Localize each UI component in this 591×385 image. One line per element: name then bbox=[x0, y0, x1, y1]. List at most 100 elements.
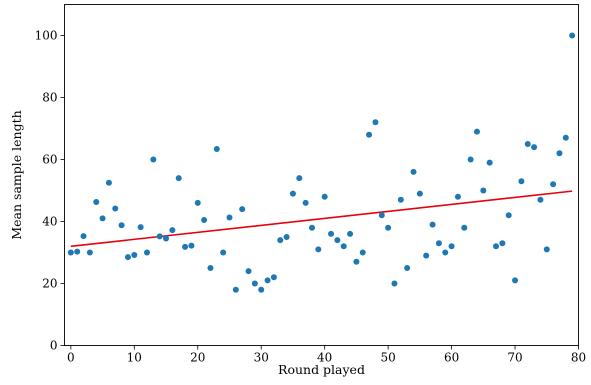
data-point bbox=[258, 286, 265, 293]
data-point bbox=[220, 249, 227, 256]
data-point bbox=[321, 193, 328, 200]
data-point bbox=[277, 237, 284, 244]
trend-line-layer bbox=[70, 190, 573, 248]
x-axis-label: Round played bbox=[278, 362, 365, 377]
data-point bbox=[416, 190, 423, 197]
data-point bbox=[80, 233, 87, 240]
data-point bbox=[201, 216, 208, 223]
data-point bbox=[493, 243, 500, 250]
data-point bbox=[378, 212, 385, 219]
data-point bbox=[137, 224, 144, 231]
data-point bbox=[334, 237, 341, 244]
data-point bbox=[213, 145, 220, 152]
data-point bbox=[461, 224, 468, 231]
data-point bbox=[289, 190, 296, 197]
data-point bbox=[169, 227, 176, 234]
data-point bbox=[251, 280, 258, 287]
data-point bbox=[131, 251, 138, 258]
x-tick-label: 0 bbox=[67, 351, 75, 365]
data-point bbox=[328, 230, 335, 237]
data-point bbox=[562, 134, 569, 141]
y-tick-label: 80 bbox=[42, 91, 57, 105]
data-point bbox=[543, 246, 550, 253]
data-point bbox=[537, 196, 544, 203]
data-point bbox=[366, 131, 373, 138]
data-point bbox=[512, 277, 519, 284]
data-point bbox=[67, 249, 74, 256]
data-point bbox=[182, 243, 189, 250]
data-point bbox=[372, 119, 379, 126]
x-tick-label: 70 bbox=[507, 351, 522, 365]
data-point bbox=[156, 233, 163, 240]
data-point bbox=[93, 198, 100, 205]
y-tick-label: 40 bbox=[42, 215, 57, 229]
data-point bbox=[353, 258, 360, 265]
data-point bbox=[404, 265, 411, 271]
data-point bbox=[245, 268, 252, 275]
data-point bbox=[302, 199, 309, 206]
data-point bbox=[347, 230, 354, 237]
data-point bbox=[435, 240, 442, 247]
y-axis: 0 20 40 60 80 100 bbox=[35, 29, 65, 353]
data-point bbox=[448, 243, 455, 250]
data-point bbox=[118, 222, 125, 229]
data-point bbox=[175, 175, 182, 182]
x-tick-label: 10 bbox=[127, 351, 142, 365]
y-tick-label: 100 bbox=[35, 29, 58, 43]
data-point bbox=[112, 205, 119, 212]
data-point bbox=[99, 215, 106, 222]
data-point bbox=[264, 277, 271, 284]
data-point bbox=[150, 156, 157, 163]
plot-area bbox=[64, 4, 579, 346]
data-point bbox=[423, 252, 430, 259]
data-point bbox=[499, 240, 506, 247]
data-point bbox=[359, 249, 366, 256]
data-point bbox=[531, 144, 538, 151]
data-point bbox=[442, 249, 449, 256]
data-point bbox=[397, 196, 404, 203]
y-axis-label: Mean sample length bbox=[9, 110, 24, 239]
data-point bbox=[518, 178, 525, 185]
data-point bbox=[194, 199, 201, 206]
data-point bbox=[86, 249, 93, 256]
data-point bbox=[124, 254, 131, 261]
data-point bbox=[226, 214, 233, 221]
data-point bbox=[232, 286, 239, 293]
data-point bbox=[283, 234, 290, 240]
y-tick-label: 60 bbox=[42, 153, 57, 167]
data-point bbox=[429, 221, 436, 228]
x-tick-label: 60 bbox=[444, 351, 459, 365]
data-point bbox=[340, 243, 347, 250]
data-point bbox=[239, 206, 246, 213]
x-tick-label: 50 bbox=[380, 351, 395, 365]
y-tick-label: 20 bbox=[42, 277, 57, 291]
x-tick-label: 40 bbox=[317, 351, 332, 365]
data-point bbox=[505, 212, 512, 219]
data-point bbox=[74, 248, 81, 255]
data-point bbox=[188, 242, 195, 249]
data-points-layer bbox=[67, 32, 576, 293]
x-tick-label: 20 bbox=[190, 351, 205, 365]
data-point bbox=[454, 193, 461, 200]
data-point bbox=[550, 181, 557, 188]
data-point bbox=[296, 175, 303, 182]
data-point bbox=[391, 280, 398, 287]
data-point bbox=[308, 224, 315, 231]
data-point bbox=[385, 224, 392, 231]
x-axis: 0 10 20 30 40 50 60 70 80 bbox=[67, 345, 586, 365]
x-tick-label: 30 bbox=[254, 351, 269, 365]
x-tick-label: 80 bbox=[571, 351, 586, 365]
data-point bbox=[105, 179, 112, 186]
data-point bbox=[556, 150, 563, 157]
plot-frame bbox=[64, 4, 579, 346]
data-point bbox=[467, 156, 474, 163]
trend-line bbox=[70, 190, 573, 248]
data-point bbox=[270, 274, 277, 281]
data-point bbox=[163, 235, 170, 242]
y-tick-label: 0 bbox=[50, 339, 58, 353]
data-point bbox=[486, 159, 493, 166]
data-point bbox=[315, 246, 322, 253]
data-point bbox=[473, 128, 480, 135]
data-point bbox=[480, 187, 487, 194]
